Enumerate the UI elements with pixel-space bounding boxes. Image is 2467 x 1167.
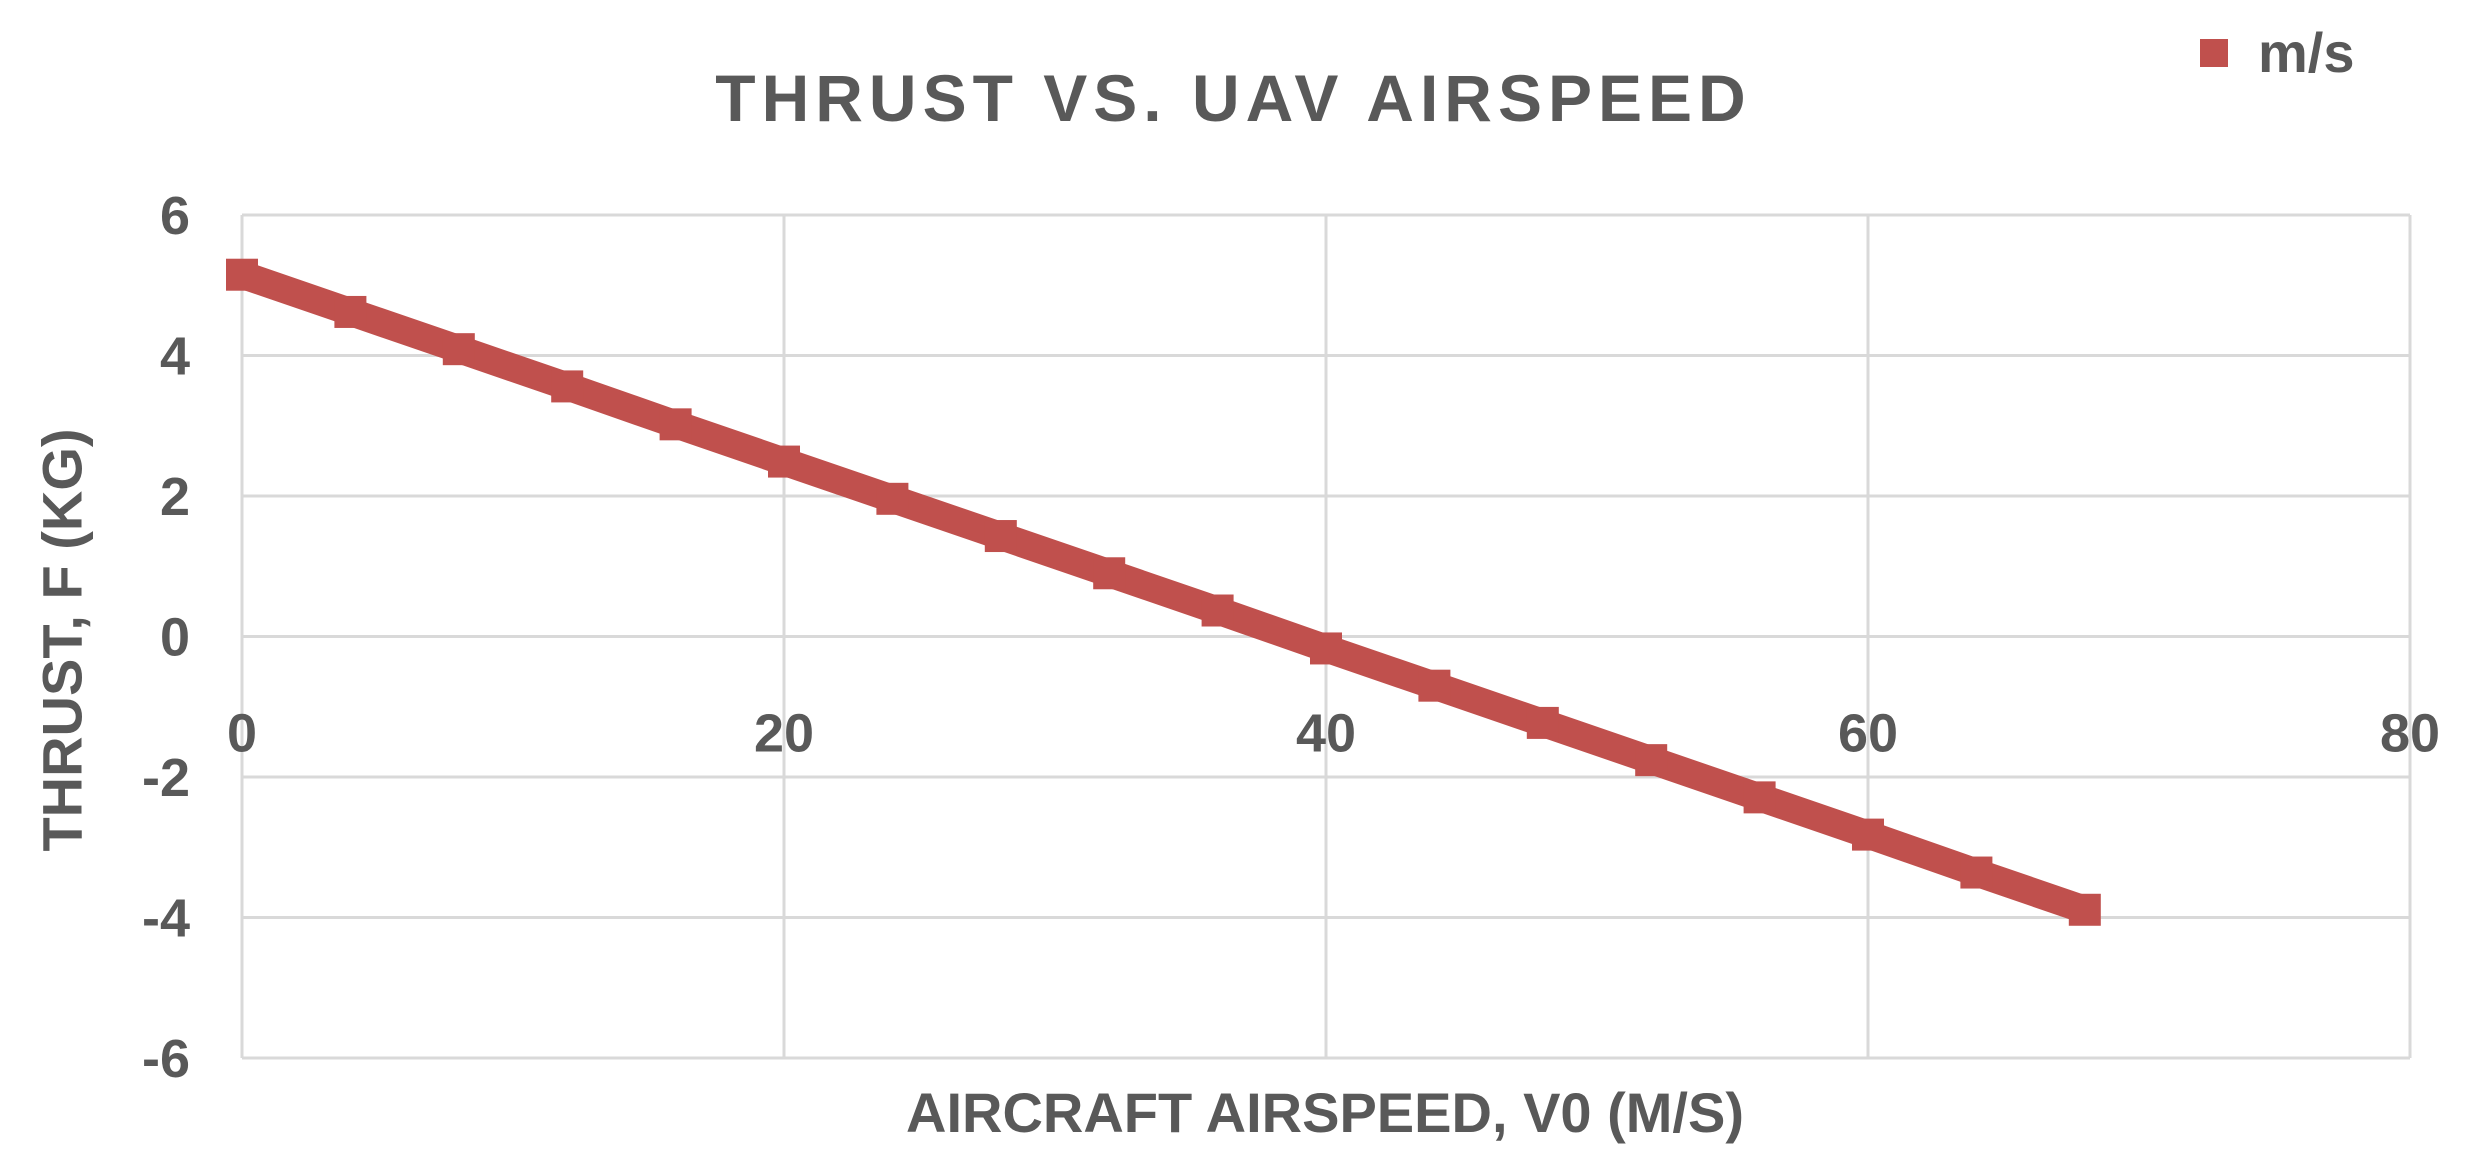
data-point (1743, 781, 1776, 814)
data-point (2068, 893, 2101, 926)
x-tick-label: 20 (754, 704, 814, 764)
data-point (1201, 594, 1234, 627)
y-tick-label: 4 (160, 327, 190, 387)
data-point (984, 520, 1017, 553)
data-point (1310, 632, 1342, 665)
series-points (226, 258, 2101, 926)
y-axis-label: THRUST, F (KG) (30, 428, 94, 852)
data-point (768, 445, 800, 478)
y-tick-label: 0 (160, 608, 190, 668)
data-point (334, 295, 367, 328)
data-point (1635, 744, 1668, 777)
chart-title: THRUST VS. UAV AIRSPEED (715, 61, 1752, 135)
data-point (876, 482, 909, 515)
y-tick-label: -2 (142, 748, 190, 808)
x-axis-label: AIRCRAFT AIRSPEED, V0 (M/S) (906, 1081, 1744, 1144)
series-line (237, 261, 2090, 924)
y-tick-label: -4 (142, 889, 190, 949)
x-tick-label: 0 (227, 704, 257, 764)
series-trace (237, 261, 2090, 924)
x-tick-label: 40 (1296, 704, 1356, 764)
y-tick-label: 6 (160, 186, 190, 246)
data-point (551, 370, 584, 403)
x-tick-label: 80 (2380, 704, 2440, 764)
legend: m/s (2200, 20, 2355, 85)
data-point (1418, 669, 1451, 702)
data-point (442, 333, 475, 366)
legend-marker-icon (2200, 38, 2228, 67)
y-tick-label: -6 (142, 1029, 190, 1089)
legend-label: m/s (2258, 21, 2355, 84)
data-point (1960, 856, 1993, 889)
data-point (1093, 557, 1126, 590)
x-tick-label: 60 (1838, 704, 1898, 764)
data-point (659, 408, 692, 441)
y-tick-label: 2 (160, 467, 190, 527)
data-point (1526, 706, 1559, 739)
data-point (1852, 818, 1884, 851)
data-point (226, 258, 258, 291)
